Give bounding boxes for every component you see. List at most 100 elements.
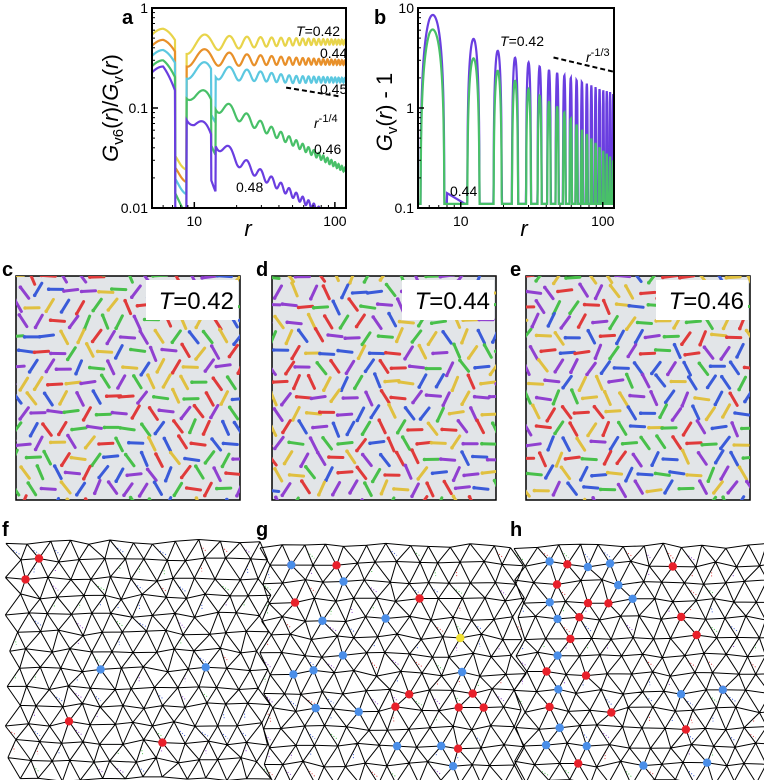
chain-bead [505, 342, 509, 346]
bond-dotted-line [114, 545, 125, 554]
defect-red-dot [681, 725, 691, 734]
chain-bead [321, 436, 325, 440]
chain-segment [608, 315, 619, 330]
chain-bead [514, 375, 518, 379]
chain-bead [553, 331, 558, 335]
chain-segment [202, 419, 211, 436]
defect-blue-dot [354, 707, 363, 716]
chain-bead [580, 396, 585, 401]
chain-bead [201, 432, 206, 436]
chain-bead [19, 465, 23, 469]
chain-segment [157, 408, 175, 414]
chain-bead [557, 504, 561, 508]
chain-bead [536, 358, 541, 362]
chain-segment [193, 259, 207, 260]
chain-bead [666, 372, 670, 377]
chain-segment [163, 253, 170, 265]
defect-blue-dot [381, 614, 390, 623]
chain-bead [232, 342, 236, 347]
chain-bead [96, 256, 100, 260]
chain-bead [441, 330, 445, 334]
chain-segment [526, 276, 535, 278]
bond-dotted-line [221, 546, 229, 553]
chain-bead [242, 435, 246, 439]
chain-segment [559, 465, 572, 481]
chain-bead [354, 324, 359, 329]
chain-segment [3, 346, 10, 358]
chain-segment [526, 363, 531, 376]
panel-label-f: f [2, 519, 9, 541]
chain-bead [662, 334, 667, 339]
chain-bead [638, 411, 643, 416]
chain-bead [273, 467, 277, 471]
chain-bead [207, 501, 211, 505]
chain-segment [526, 472, 543, 477]
chain-segment [250, 394, 259, 405]
chain-bead [272, 380, 275, 384]
chain-segment [354, 260, 368, 261]
chain-bead [82, 477, 86, 481]
chain-bead [527, 503, 531, 507]
chain-bead [650, 463, 654, 468]
chain-segment [118, 426, 136, 432]
chain-segment [300, 479, 311, 495]
chain-bead [753, 344, 757, 348]
chain-bead [209, 344, 214, 348]
chain-bead [266, 452, 270, 456]
chain-segment [738, 465, 748, 481]
chain-bead [383, 379, 387, 384]
chain-segment [306, 504, 320, 505]
chain-segment [211, 376, 223, 392]
chain-bead [321, 284, 326, 288]
chain-bead [586, 270, 590, 274]
chain-segment [307, 374, 316, 390]
bond-dotted-line [476, 681, 480, 688]
chain-bead [360, 342, 365, 347]
bond-dotted-line [138, 601, 141, 610]
chain-bead [4, 508, 8, 512]
chain-segment [384, 351, 402, 356]
chain-segment [385, 283, 397, 298]
chain-segment [259, 503, 273, 505]
chain-bead [403, 357, 407, 361]
chain-segment [221, 441, 239, 446]
chain-segment [359, 304, 377, 310]
chain-bead [752, 387, 756, 391]
chain-segment [361, 420, 372, 436]
chart-b-ref-label: r-1/3 [586, 47, 610, 65]
chain-segment [138, 482, 149, 498]
chain-bead [258, 296, 262, 300]
chain-segment [28, 358, 39, 374]
chain-segment [431, 261, 445, 263]
chain-bead [203, 369, 208, 373]
chain-bead [64, 381, 68, 386]
chain-segment [101, 313, 110, 330]
chain-bead [172, 419, 176, 423]
chain-segment [312, 305, 330, 310]
chain-segment [377, 334, 394, 339]
chain-segment [62, 409, 80, 414]
chain-segment [84, 435, 96, 450]
chain-bead [335, 499, 337, 500]
chain-bead [148, 345, 153, 350]
chain-bead [292, 386, 296, 391]
chain-segment [415, 440, 433, 446]
chain-segment [46, 382, 64, 387]
chart-b-series-line-1 [418, 28, 614, 205]
chain-bead [387, 402, 391, 407]
chain-segment [526, 489, 531, 498]
defect-blue-dot [541, 740, 551, 750]
chain-bead [287, 440, 291, 445]
chain-bead [753, 295, 757, 299]
chain-segment [60, 298, 71, 314]
chain-bead [101, 276, 105, 277]
chain-bead [76, 340, 80, 345]
chain-segment [212, 466, 222, 483]
chain-bead [75, 493, 79, 497]
chain-bead [609, 253, 613, 257]
chain-segment [720, 375, 732, 390]
chain-segment [343, 336, 361, 340]
chain-segment [146, 467, 158, 482]
chart-a-ref-label: r-1/4 [314, 113, 338, 131]
bond-dotted-line [34, 673, 37, 680]
